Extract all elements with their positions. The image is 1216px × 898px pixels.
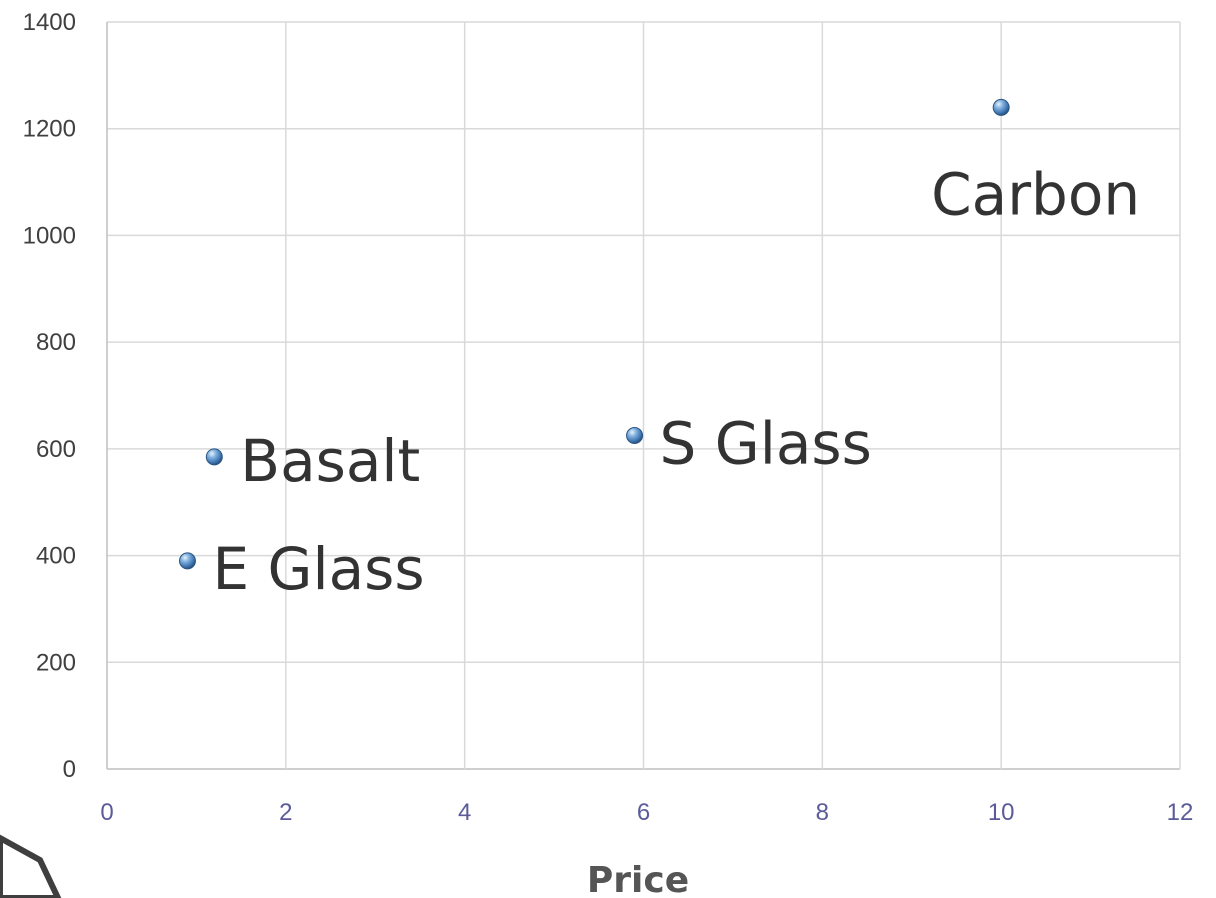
x-axis-label: Price xyxy=(587,860,689,898)
x-tick-label: 2 xyxy=(279,799,292,826)
x-axis-ticks: 0 2 4 6 8 10 12 xyxy=(100,799,1193,826)
x-tick-label: 12 xyxy=(1167,799,1194,826)
y-tick-label: 200 xyxy=(36,649,76,676)
data-point xyxy=(205,448,223,466)
y-tick-label: 400 xyxy=(36,543,76,570)
data-point-label: E Glass xyxy=(212,535,424,603)
x-tick-label: 0 xyxy=(100,799,113,826)
x-tick-label: 4 xyxy=(458,799,471,826)
y-tick-label: 800 xyxy=(36,329,76,356)
y-tick-label: 1000 xyxy=(23,222,76,249)
data-point-label: S Glass xyxy=(660,410,872,478)
data-points: E Glass Basalt S Glass Carbon xyxy=(178,98,1140,603)
x-tick-label: 8 xyxy=(816,799,829,826)
gridlines xyxy=(106,21,1181,770)
y-tick-label: 1200 xyxy=(23,116,76,143)
data-point-label: Carbon xyxy=(931,160,1140,228)
y-tick-label: 1400 xyxy=(23,9,76,36)
y-tick-label: 0 xyxy=(63,756,76,783)
data-point xyxy=(626,427,644,445)
y-axis-ticks: 0 200 400 600 800 1000 1200 1400 xyxy=(23,9,76,783)
data-point-label: Basalt xyxy=(240,427,420,495)
y-tick-label: 600 xyxy=(36,436,76,463)
x-tick-label: 6 xyxy=(637,799,650,826)
data-point xyxy=(178,552,196,570)
corner-decoration xyxy=(0,834,62,898)
data-point xyxy=(992,98,1010,116)
x-tick-label: 10 xyxy=(988,799,1015,826)
